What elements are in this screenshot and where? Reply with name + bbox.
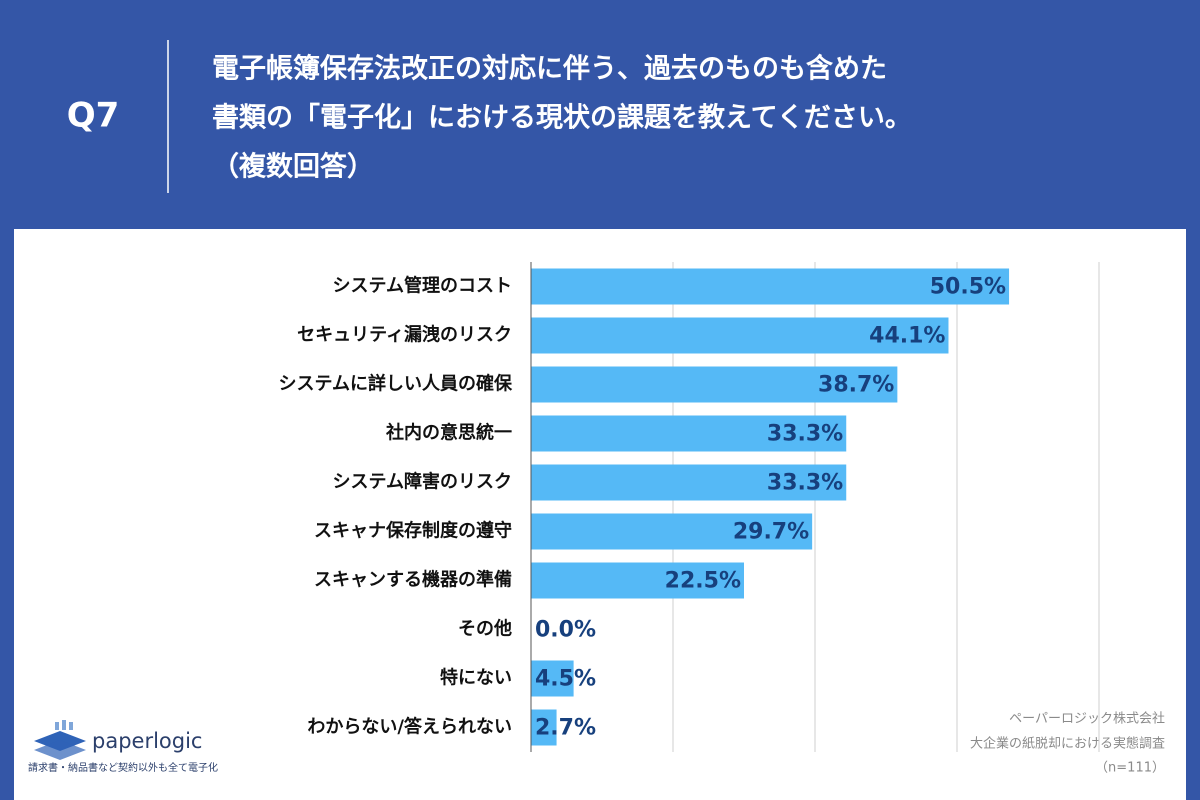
category-label: その他 [458,618,512,640]
value-label: 29.7% [733,520,809,545]
value-label: 38.7% [818,373,894,398]
category-label: 特にない [440,667,512,689]
category-label: システムに詳しい人員の確保 [279,373,513,395]
category-label: 社内の意思統一 [386,422,512,444]
source: ペーパーロジック株式会社 [1009,711,1165,727]
value-label: 50.5% [930,275,1006,300]
logo-icon [34,720,86,760]
question-number: Q7 [67,96,120,136]
category-label: スキャナ保存制度の遵守 [314,520,512,542]
category-label: スキャンする機器の準備 [314,569,512,591]
tagline: 請求書・納品書など契約以外も全て電子化 [28,761,218,774]
value-label: 0.0% [535,618,596,643]
bar [531,317,949,354]
bar [531,709,557,746]
bar [531,660,574,697]
bar [531,464,847,501]
value-label: 44.1% [869,324,945,349]
source: （n=111） [1095,761,1165,776]
category-label: システム管理のコスト [333,275,512,297]
value-label: 33.3% [767,422,843,447]
title-line: 書類の「電子化」における現状の課題を教えてください。 [212,102,912,134]
value-label: 4.5% [535,667,596,692]
bar [531,366,898,403]
logo-text: paperlogic [92,729,202,753]
bar [531,415,847,452]
title-line: （複数回答） [212,151,374,183]
value-label: 22.5% [665,569,741,594]
category-label: わからない/答えられない [307,716,512,738]
value-label: 2.7% [535,716,596,741]
category-label: システム障害のリスク [333,471,512,493]
value-label: 33.3% [767,471,843,496]
bar [531,513,813,550]
category-label: セキュリティ漏洩のリスク [297,325,512,346]
title-line: 電子帳簿保存法改正の対応に伴う、過去のものも含めた [212,53,887,85]
bar [531,562,744,599]
source: 大企業の紙脱却における実態調査 [970,736,1165,752]
bar [531,268,1010,305]
